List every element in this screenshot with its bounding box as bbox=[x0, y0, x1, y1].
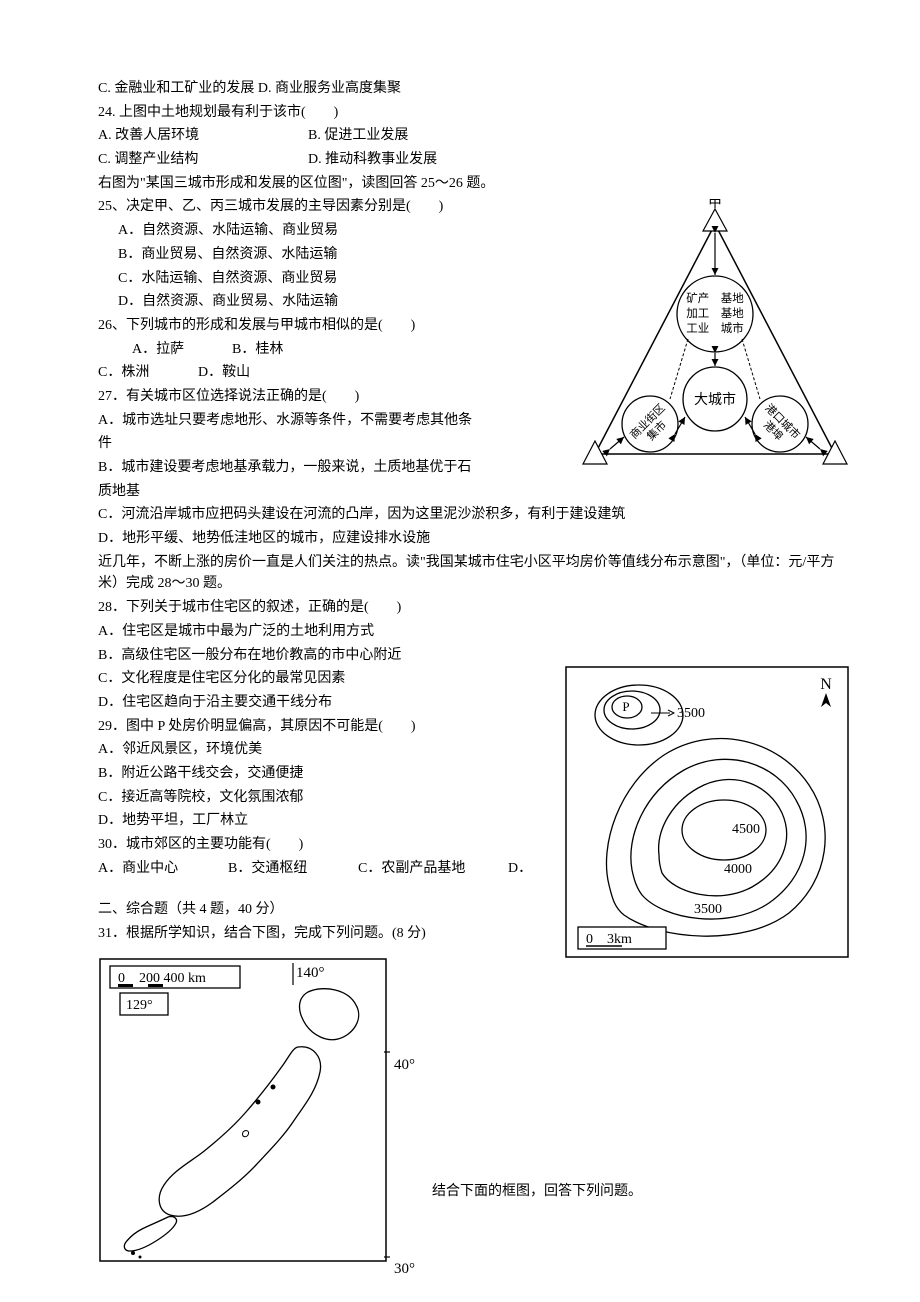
q28-opt-a: A．住宅区是城市中最为广泛的土地利用方式 bbox=[98, 621, 840, 643]
q23-opt-d: D. 商业服务业高度集聚 bbox=[258, 81, 401, 96]
q31-caption: 结合下面的框图，回答下列问题。 bbox=[432, 1181, 642, 1203]
svg-text:4000: 4000 bbox=[724, 862, 752, 877]
q26-opt-a: A．拉萨 bbox=[132, 339, 232, 361]
q30-opt-d-prefix: D． bbox=[508, 858, 532, 880]
q27-opt-c: C．河流沿岸城市应把码头建设在河流的凸岸，因为这里泥沙淤积多，有利于建设建筑 bbox=[98, 504, 840, 526]
q24-opt-d: D. 推动科教事业发展 bbox=[308, 149, 437, 171]
passage-25-26: 右图为"某国三城市形成和发展的区位图"，读图回答 25～26 题。 bbox=[98, 173, 840, 195]
q23-opt-c: C. 金融业和工矿业的发展 bbox=[98, 81, 254, 96]
q30-opt-a: A．商业中心 bbox=[98, 858, 228, 880]
svg-text:0 200 400 km: 0 200 400 km bbox=[118, 971, 206, 986]
svg-text:140°: 140° bbox=[296, 965, 325, 981]
contour-map-figure: N P 3500 4500 4000 3500 0 3km bbox=[564, 665, 850, 968]
lat30-label: 30° bbox=[394, 1258, 415, 1281]
q24-stem: 24. 上图中土地规划最有利于该市( ) bbox=[98, 102, 840, 124]
svg-text:3500: 3500 bbox=[677, 706, 705, 721]
japan-map-figure: 0 200 400 km 129° 140° bbox=[98, 957, 390, 1273]
q28-stem: 28．下列关于城市住宅区的叙述，正确的是( ) bbox=[98, 597, 840, 619]
svg-text:加工 基地: 加工 基地 bbox=[686, 307, 744, 320]
q27-opt-d: D．地形平缓、地势低洼地区的城市，应建设排水设施 bbox=[98, 528, 840, 550]
q26-opt-d: D．鞍山 bbox=[198, 362, 250, 384]
q26-opt-c: C．株洲 bbox=[98, 362, 198, 384]
svg-text:4500: 4500 bbox=[732, 822, 760, 837]
q26-opt-b: B．桂林 bbox=[232, 339, 283, 361]
svg-text:3500: 3500 bbox=[694, 902, 722, 917]
q30-opt-c: C．农副产品基地 bbox=[358, 858, 508, 880]
svg-text:0 3km: 0 3km bbox=[586, 932, 632, 947]
q28-opt-b: B．高级住宅区一般分布在地价教高的市中心附近 bbox=[98, 645, 840, 667]
q24-opt-b: B. 促进工业发展 bbox=[308, 125, 408, 147]
svg-text:P: P bbox=[622, 699, 629, 714]
q30-opt-b: B．交通枢纽 bbox=[228, 858, 358, 880]
svg-text:129°: 129° bbox=[126, 998, 153, 1013]
svg-text:矿产 基地: 矿产 基地 bbox=[686, 291, 744, 305]
q24-opt-c: C. 调整产业结构 bbox=[98, 149, 308, 171]
svg-text:大城市: 大城市 bbox=[694, 391, 736, 408]
triangle-diagram: 甲 乙 丙 矿产 基地 加工 基地 工业 城市 大城市 商业街区 集市 港口城市… bbox=[580, 199, 850, 487]
passage-28-30: 近几年，不断上涨的房价一直是人们关注的热点。读"我国某城市住宅小区平均房价等值线… bbox=[98, 552, 840, 595]
svg-text:N: N bbox=[820, 676, 832, 693]
svg-text:甲: 甲 bbox=[708, 199, 722, 211]
lat40-label: 40° bbox=[394, 1054, 415, 1077]
svg-text:工业 城市: 工业 城市 bbox=[686, 321, 744, 335]
q24-opt-a: A. 改善人居环境 bbox=[98, 125, 308, 147]
